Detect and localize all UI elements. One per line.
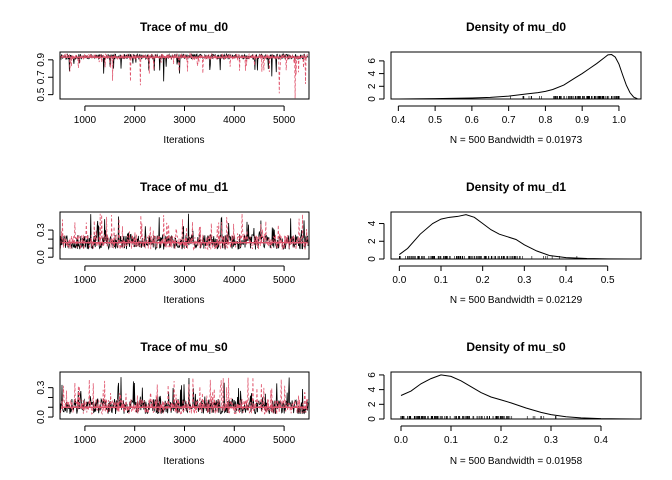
x-tick-label: 0.3: [517, 275, 531, 286]
x-axis-label: Iterations: [163, 456, 204, 467]
x-tick-label: 0.8: [538, 115, 552, 126]
x-tick-label: 0.2: [494, 435, 508, 446]
y-tick-label: 0.0: [36, 410, 47, 424]
x-tick-label: 4000: [223, 115, 246, 126]
density-mu-d0-panel: Density of mu_d0 N = 500 Bandwidth = 0.0…: [367, 20, 642, 146]
y-tick-label: 6: [367, 58, 378, 64]
y-tick-label: 0: [367, 256, 378, 262]
x-tick-label: 3000: [173, 115, 196, 126]
x-axis-label: N = 500 Bandwidth = 0.02129: [450, 295, 583, 306]
trace-line-2: [60, 213, 309, 251]
x-tick-label: 0.1: [444, 435, 458, 446]
trace-line-2: [60, 377, 309, 416]
y-tick-label: 4: [367, 220, 378, 226]
trace-line-2: [60, 52, 309, 99]
plot-frame: [390, 211, 642, 260]
density-curve: [399, 214, 633, 260]
y-tick-label: 0.0: [36, 250, 47, 264]
trace-mu-s0-panel: Trace of mu_s0 Iterations 1000 2000 3000 40…: [36, 340, 310, 467]
y-tick-label: 2: [367, 401, 378, 407]
x-tick-label: 0.6: [465, 115, 479, 126]
x-tick-label: 0.4: [559, 275, 573, 286]
y-tick-label: 0.7: [36, 70, 47, 84]
panel-title: Density of mu_d1: [466, 180, 566, 194]
x-tick-label: 0.9: [575, 115, 589, 126]
y-tick-label: 0.3: [36, 380, 47, 394]
x-tick-label: 2000: [124, 275, 147, 286]
x-tick-label: 0.2: [476, 275, 490, 286]
x-tick-label: 5000: [273, 435, 296, 446]
plot-frame: [390, 371, 642, 420]
x-tick-label: 0.0: [394, 435, 408, 446]
y-tick-label: 2: [367, 238, 378, 244]
panel-title: Trace of mu_d1: [140, 180, 228, 194]
x-tick-label: 1000: [74, 115, 97, 126]
density-curve: [398, 54, 638, 100]
y-tick-label: 0: [367, 96, 378, 102]
y-tick-label: 4: [367, 70, 378, 76]
y-tick-label: 0: [367, 416, 378, 422]
y-tick-label: 6: [367, 372, 378, 378]
density-mu-s0-panel: Density of mu_s0 N = 500 Bandwidth = 0.0…: [367, 340, 642, 467]
trace-mu-d0-panel: Trace of mu_d0 Iterations 1000 2000 3000 40…: [36, 20, 310, 146]
x-tick-label: 0.0: [392, 275, 406, 286]
x-axis-label: N = 500 Bandwidth = 0.01958: [450, 456, 583, 467]
y-tick-label: 4: [367, 386, 378, 392]
x-tick-label: 0.1: [434, 275, 448, 286]
x-tick-label: 3000: [173, 275, 196, 286]
density-curve: [400, 374, 637, 420]
x-tick-label: 0.5: [601, 275, 615, 286]
y-tick-label: 2: [367, 83, 378, 89]
panel-title: Trace of mu_s0: [140, 340, 228, 354]
trace-line-1: [60, 377, 309, 415]
x-axis-label: Iterations: [163, 295, 204, 306]
y-tick-label: 0.9: [36, 52, 47, 66]
plot-frame: [59, 211, 310, 260]
plot-frame: [59, 51, 310, 100]
y-tick-label: 0.3: [36, 223, 47, 237]
panel-title: Trace of mu_d0: [140, 20, 228, 34]
x-axis-label: Iterations: [163, 135, 204, 146]
x-tick-label: 1000: [74, 275, 97, 286]
x-tick-label: 1.0: [612, 115, 626, 126]
x-tick-label: 0.4: [594, 435, 608, 446]
x-tick-label: 2000: [124, 115, 147, 126]
plot-frame: [390, 51, 642, 100]
x-tick-label: 0.3: [544, 435, 558, 446]
x-tick-label: 3000: [173, 435, 196, 446]
x-tick-label: 0.4: [391, 115, 405, 126]
panel-title: Density of mu_s0: [466, 340, 566, 354]
panel-title: Density of mu_d0: [466, 20, 566, 34]
x-tick-label: 0.7: [502, 115, 516, 126]
x-tick-label: 2000: [124, 435, 147, 446]
x-tick-label: 0.5: [428, 115, 442, 126]
y-tick-label: 0.5: [36, 87, 47, 101]
density-mu-d1-panel: Density of mu_d1 N = 500 Bandwidth = 0.0…: [367, 180, 642, 306]
x-tick-label: 4000: [223, 275, 246, 286]
trace-mu-d1-panel: Trace of mu_d1 Iterations 1000 2000 3000 40…: [36, 180, 310, 306]
plot-frame: [59, 371, 310, 420]
x-tick-label: 1000: [74, 435, 97, 446]
x-tick-label: 4000: [223, 435, 246, 446]
x-tick-label: 5000: [273, 275, 296, 286]
x-tick-label: 5000: [273, 115, 296, 126]
x-axis-label: N = 500 Bandwidth = 0.01973: [450, 135, 583, 146]
